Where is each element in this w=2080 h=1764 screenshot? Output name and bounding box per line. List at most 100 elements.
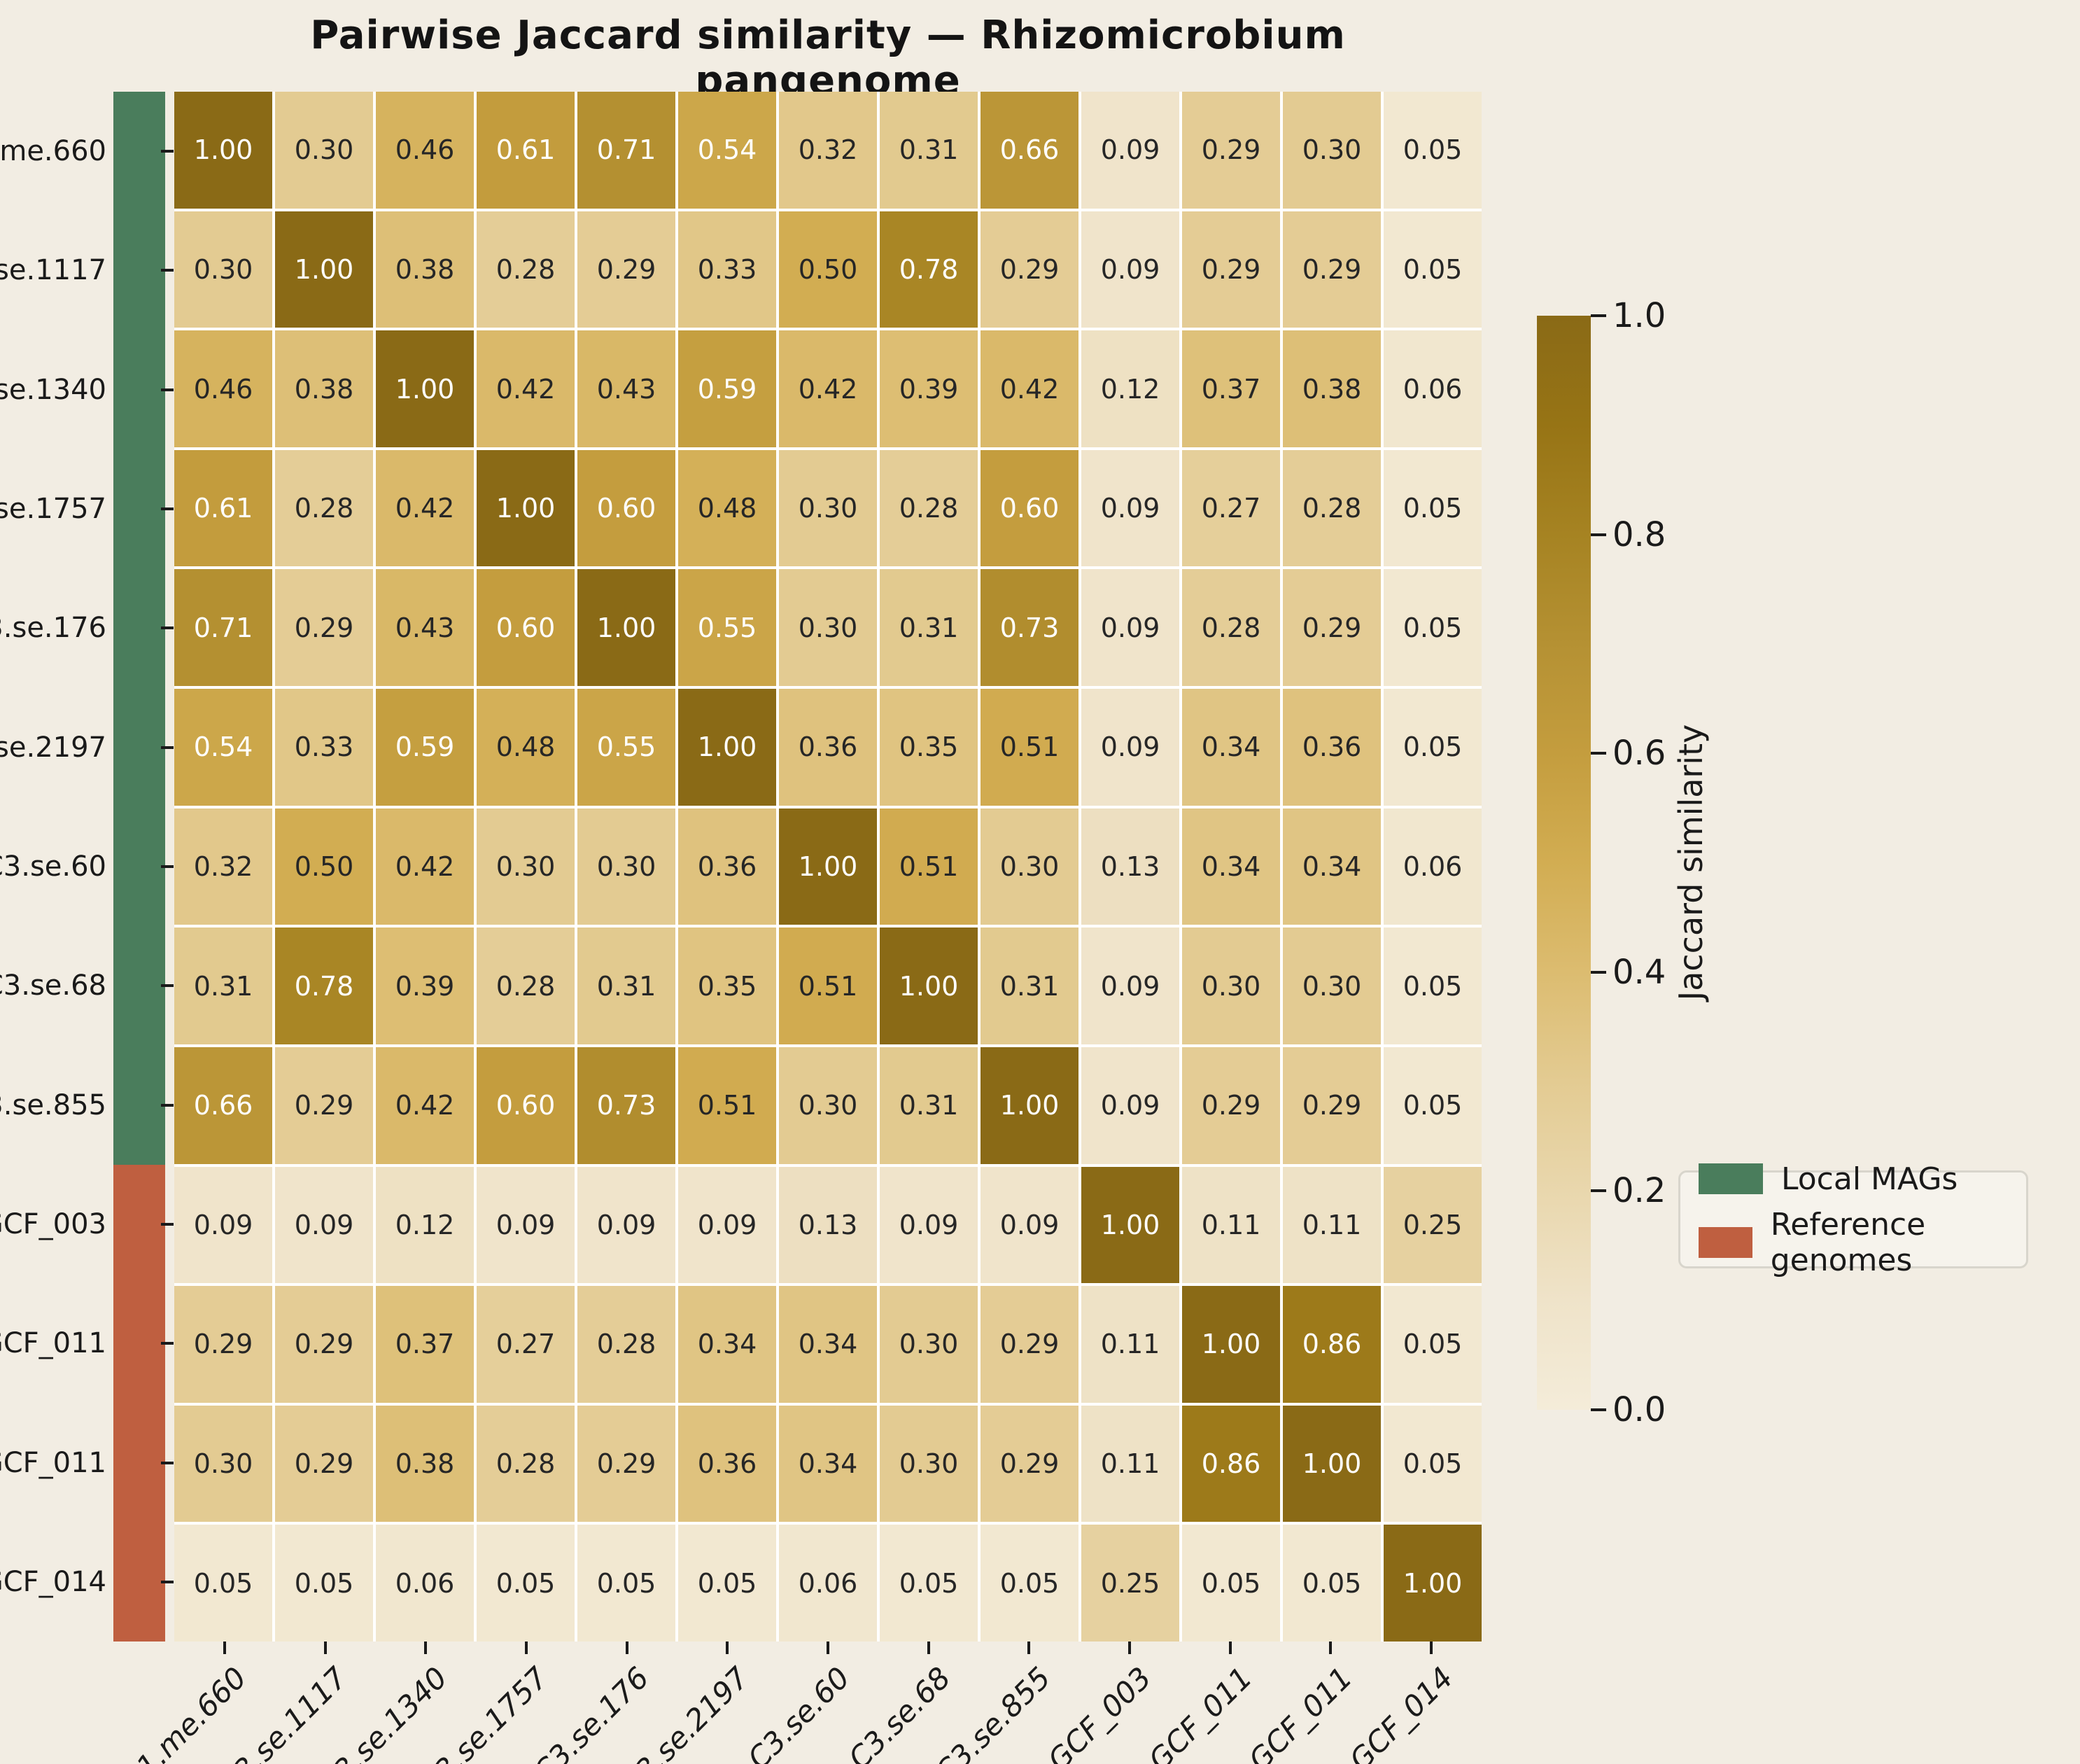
heatmap-cell: 0.38 (376, 1405, 474, 1522)
heatmap-cell: 0.09 (981, 1166, 1078, 1284)
heatmap-cell: 0.09 (477, 1166, 575, 1284)
heatmap-cell: 0.05 (880, 1525, 978, 1642)
heatmap-cell: 0.42 (477, 330, 575, 447)
heatmap-cell: 0.30 (779, 449, 877, 567)
heatmap-cell: 0.28 (477, 211, 575, 328)
heatmap-cell: 0.34 (678, 1286, 776, 1403)
heatmap-cell: 0.51 (981, 689, 1078, 806)
heatmap-cell: 0.31 (880, 92, 978, 209)
heatmap-cell: 0.11 (1283, 1166, 1381, 1284)
heatmap-cell: 0.05 (1182, 1525, 1280, 1642)
heatmap-cell: 0.78 (275, 927, 373, 1044)
heatmap-cell: 0.42 (779, 330, 877, 447)
heatmap-cell: 0.12 (376, 1166, 474, 1284)
y-axis-label: GCF_003 (0, 1208, 106, 1240)
heatmap-cell: 0.38 (1283, 330, 1381, 447)
heatmap-cell: 0.66 (981, 92, 1078, 209)
y-axis-tick (161, 388, 174, 391)
heatmap-cell: 0.42 (981, 330, 1078, 447)
colorbar-tick (1591, 970, 1606, 974)
heatmap-cell: 0.51 (880, 808, 978, 925)
heatmap-cell: 0.60 (981, 449, 1078, 567)
heatmap-grid: 1.00 0.30 0.46 0.61 0.71 0.54 0.32 0.31 0.66 0.09… (174, 92, 1482, 1642)
heatmap-cell: 0.05 (1384, 569, 1482, 687)
row-group-strip-local-mags (113, 92, 165, 1165)
heatmap-cell: 0.09 (1081, 92, 1179, 209)
heatmap-cell: 0.73 (981, 569, 1078, 687)
x-axis-tick (1027, 1642, 1031, 1654)
legend-label-local-mags: Local MAGs (1781, 1161, 1958, 1197)
heatmap-cell: 0.36 (678, 808, 776, 925)
x-axis-tick (1228, 1642, 1232, 1654)
heatmap-cell: 0.28 (477, 927, 575, 1044)
y-axis-label: GCF_011 (0, 1327, 106, 1360)
heatmap-cell: 0.06 (376, 1525, 474, 1642)
heatmap-cell: 0.29 (577, 211, 675, 328)
heatmap-cell: 0.60 (477, 1046, 575, 1164)
heatmap-cell: 0.34 (779, 1286, 877, 1403)
heatmap-cell: 0.05 (1384, 1405, 1482, 1522)
heatmap-cell: 0.38 (275, 330, 373, 447)
heatmap-cell: 0.30 (981, 808, 1078, 925)
heatmap-cell: 0.30 (880, 1405, 978, 1522)
heatmap-cell: 0.42 (376, 449, 474, 567)
x-axis-tick (1430, 1642, 1433, 1654)
heatmap-cell: 0.36 (678, 1405, 776, 1522)
heatmap-cell: 0.36 (779, 689, 877, 806)
heatmap-cell: 0.29 (174, 1286, 272, 1403)
colorbar-tick (1591, 1408, 1606, 1411)
heatmap-cell: 0.43 (577, 330, 675, 447)
heatmap-cell: 0.28 (477, 1405, 575, 1522)
heatmap-cell: 0.34 (779, 1405, 877, 1522)
heatmap-cell: 0.05 (1283, 1525, 1381, 1642)
heatmap-cell: 0.05 (1384, 689, 1482, 806)
x-axis-tick (424, 1642, 428, 1654)
heatmap-cell: 0.33 (678, 211, 776, 328)
heatmap-cell: 0.61 (174, 449, 272, 567)
legend-entry-local-mags: Local MAGs (1699, 1161, 2026, 1197)
heatmap-cell: 0.27 (477, 1286, 575, 1403)
colorbar-tick-label: 0.0 (1612, 1390, 1666, 1429)
heatmap-cell: 0.05 (1384, 211, 1482, 328)
heatmap-cell: 0.28 (1182, 569, 1280, 687)
heatmap-cell: 0.05 (477, 1525, 575, 1642)
heatmap-cell: 1.00 (577, 569, 675, 687)
heatmap-cell: 0.29 (1283, 569, 1381, 687)
heatmap-cell: 0.05 (1384, 1046, 1482, 1164)
heatmap-cell: 0.60 (477, 569, 575, 687)
y-axis-tick (161, 1461, 174, 1464)
heatmap-cell: 1.00 (376, 330, 474, 447)
legend-swatch-local-mags (1699, 1163, 1763, 1194)
x-axis-tick (323, 1642, 327, 1654)
y-axis-label: C3.se.1117 (0, 254, 106, 287)
y-axis-tick (161, 507, 174, 511)
y-axis-tick (161, 1222, 174, 1226)
heatmap-cell: 1.00 (275, 211, 373, 328)
heatmap-cell: 0.29 (1283, 1046, 1381, 1164)
heatmap-cell: 0.42 (376, 1046, 474, 1164)
heatmap-cell: 0.05 (981, 1525, 1078, 1642)
heatmap-cell: 0.34 (1182, 689, 1280, 806)
y-axis-label: C3.se.60 (0, 850, 106, 883)
heatmap-cell: 0.11 (1081, 1286, 1179, 1403)
heatmap-cell: 0.05 (1384, 449, 1482, 567)
heatmap-cell: 0.30 (174, 211, 272, 328)
x-axis-label: C1.me.660 (115, 1660, 253, 1764)
heatmap-cell: 0.38 (376, 211, 474, 328)
heatmap-cell: 1.00 (1384, 1525, 1482, 1642)
heatmap-cell: 0.29 (1182, 92, 1280, 209)
heatmap-cell: 0.55 (577, 689, 675, 806)
heatmap-cell: 0.29 (275, 1405, 373, 1522)
heatmap-cell: 0.37 (376, 1286, 474, 1403)
heatmap-cell: 0.05 (678, 1525, 776, 1642)
heatmap-cell: 0.34 (1182, 808, 1280, 925)
colorbar-tick-label: 0.8 (1612, 514, 1666, 554)
legend-entry-reference-genomes: Reference genomes (1699, 1207, 2026, 1278)
y-axis-label: GCF_011 (0, 1446, 106, 1479)
heatmap-cell: 0.05 (275, 1525, 373, 1642)
y-axis-label: C3.se.68 (0, 969, 106, 1002)
heatmap-cell: 0.35 (880, 689, 978, 806)
y-axis-label: C3.se.855 (0, 1088, 106, 1121)
heatmap-cell: 0.39 (376, 927, 474, 1044)
colorbar-axis-label: Jaccard similarity (1672, 724, 1710, 1001)
